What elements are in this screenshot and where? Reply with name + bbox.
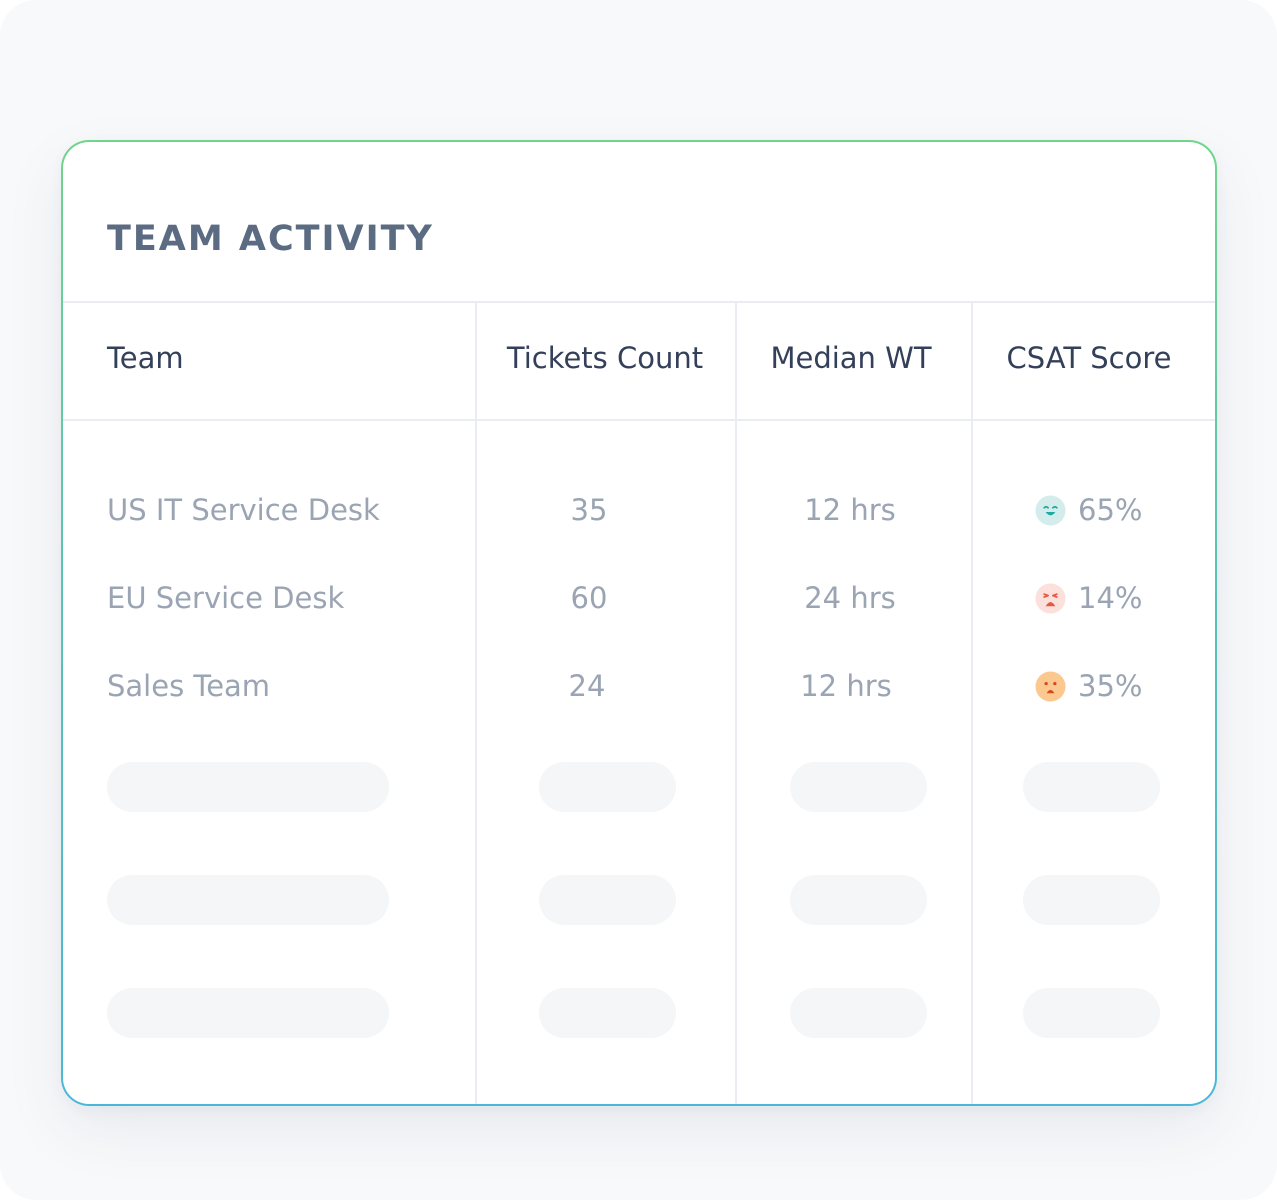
cell-csat-score: 35%: [1035, 666, 1142, 706]
csat-value: 14%: [1078, 581, 1143, 615]
skeleton-cell-tickets: [539, 875, 676, 925]
cell-median-wt: 24 hrs: [804, 581, 896, 615]
skeleton-cell-csat: [1023, 762, 1160, 812]
column-divider-3: [971, 301, 973, 1104]
column-header-csat-score[interactable]: CSAT Score: [1006, 341, 1172, 375]
header-top-divider: [63, 301, 1215, 303]
crying-face-icon: [1035, 582, 1066, 614]
column-header-tickets-count[interactable]: Tickets Count: [506, 341, 704, 375]
cell-median-wt: 12 hrs: [800, 669, 892, 703]
cell-team: US IT Service Desk: [107, 493, 380, 527]
skeleton-cell-team: [107, 988, 389, 1038]
team-activity-card-frame: TEAM ACTIVITY Team Tickets Count Median …: [61, 140, 1217, 1106]
cell-median-wt: 12 hrs: [804, 493, 896, 527]
skeleton-cell-csat: [1023, 988, 1160, 1038]
column-header-team[interactable]: Team: [107, 341, 184, 375]
column-header-median-wt[interactable]: Median WT: [770, 341, 932, 375]
skeleton-cell-team: [107, 875, 389, 925]
happy-face-icon: [1035, 494, 1066, 526]
cell-csat-score: 14%: [1035, 578, 1142, 618]
cell-csat-score: 65%: [1035, 490, 1142, 530]
csat-value: 35%: [1078, 669, 1143, 703]
skeleton-cell-tickets: [539, 988, 676, 1038]
team-activity-card: TEAM ACTIVITY Team Tickets Count Median …: [63, 142, 1215, 1104]
skeleton-cell-median: [790, 875, 927, 925]
cell-team: Sales Team: [107, 669, 271, 703]
column-divider-1: [475, 301, 477, 1104]
skeleton-cell-csat: [1023, 875, 1160, 925]
panel-title: TEAM ACTIVITY: [107, 219, 434, 259]
sad-face-icon: [1035, 670, 1066, 702]
cell-tickets-count: 60: [570, 581, 608, 615]
header-bottom-divider: [63, 419, 1215, 421]
cell-team: EU Service Desk: [107, 581, 345, 615]
column-divider-2: [735, 301, 737, 1104]
skeleton-cell-median: [790, 988, 927, 1038]
csat-value: 65%: [1078, 493, 1143, 527]
cell-tickets-count: 24: [568, 669, 606, 703]
skeleton-cell-tickets: [539, 762, 676, 812]
cell-tickets-count: 35: [570, 493, 608, 527]
skeleton-cell-team: [107, 762, 389, 812]
skeleton-cell-median: [790, 762, 927, 812]
